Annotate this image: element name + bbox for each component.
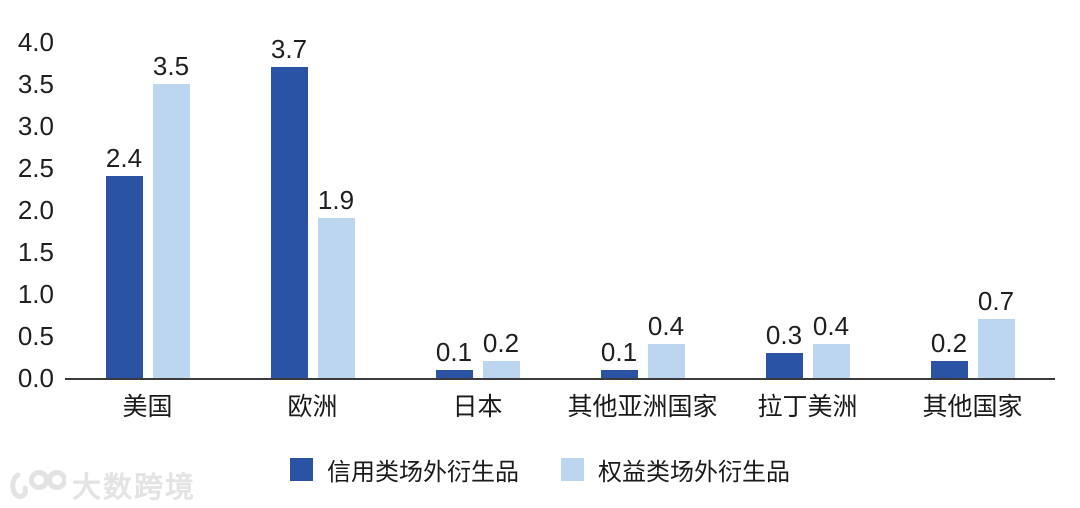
value-label: 0.2	[482, 328, 520, 358]
bar-credit-3	[600, 370, 638, 378]
legend-label-equity-otc: 权益类场外衍生品	[598, 459, 790, 486]
y-tick-label: 4.0	[17, 27, 54, 57]
y-axis: 0.0 0.5 1.0 1.5 2.0 2.5 3.0 3.5 4.0	[0, 0, 56, 420]
legend-label-credit-otc: 信用类场外衍生品	[327, 459, 519, 486]
value-label: 0.1	[435, 337, 473, 367]
x-category-label: 欧洲	[287, 393, 338, 421]
y-tick-label: 1.0	[17, 279, 54, 309]
y-tick-label: 3.0	[17, 111, 54, 141]
x-category-label: 其他国家	[922, 393, 1023, 421]
legend-swatch-equity-otc	[561, 458, 584, 481]
legend-item-credit-otc: 信用类场外衍生品	[290, 452, 519, 487]
plot-area: 2.4 3.5 3.7 1.9 0.1 0.2 0.1 0.4 0.3 0.4 0.2 0.7	[65, 0, 1055, 382]
value-label: 3.5	[152, 51, 190, 81]
value-label: 3.7	[270, 34, 308, 64]
x-axis-labels: 美国 欧洲 日本 其他亚洲国家 拉丁美洲 其他国家	[65, 392, 1055, 426]
bar-credit-4	[765, 353, 803, 378]
y-tick-label: 1.5	[17, 237, 54, 267]
x-category-label: 其他亚洲国家	[567, 393, 718, 421]
y-tick-label: 2.5	[17, 153, 54, 183]
bar-equity-0	[152, 84, 190, 378]
value-label: 0.3	[765, 320, 803, 350]
value-label: 0.4	[647, 311, 685, 341]
bar-credit-2	[435, 370, 473, 378]
value-label: 1.9	[317, 185, 355, 215]
y-tick-label: 2.0	[17, 195, 54, 225]
bar-credit-1	[270, 67, 308, 378]
x-axis-line	[65, 378, 1055, 380]
bar-equity-2	[482, 361, 520, 378]
y-tick-label: 0.0	[17, 363, 54, 393]
bar-credit-0	[105, 176, 143, 378]
x-category-label: 美国	[122, 393, 173, 421]
legend: 信用类场外衍生品 权益类场外衍生品	[0, 452, 1080, 487]
value-label: 0.7	[977, 286, 1015, 316]
bar-equity-5	[977, 319, 1015, 378]
value-label: 2.4	[105, 143, 143, 173]
y-tick-label: 3.5	[17, 69, 54, 99]
x-category-label: 日本	[452, 393, 503, 421]
bar-equity-4	[812, 344, 850, 378]
legend-item-equity-otc: 权益类场外衍生品	[561, 452, 790, 487]
bar-credit-5	[930, 361, 968, 378]
value-label: 0.1	[600, 337, 638, 367]
y-tick-label: 0.5	[17, 321, 54, 351]
value-label: 0.2	[930, 328, 968, 358]
bar-equity-1	[317, 218, 355, 378]
bar-equity-3	[647, 344, 685, 378]
value-label: 0.4	[812, 311, 850, 341]
x-category-label: 拉丁美洲	[757, 393, 858, 421]
legend-swatch-credit-otc	[290, 458, 313, 481]
